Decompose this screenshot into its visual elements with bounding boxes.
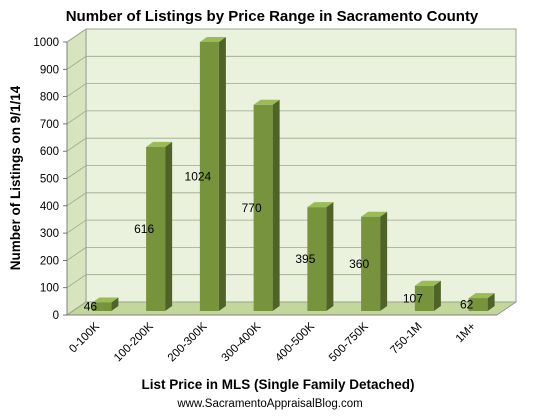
- bar-side: [272, 99, 280, 311]
- x-tick-label: 500-750K: [327, 320, 371, 364]
- gridline: [66, 165, 516, 179]
- bar-front: [468, 298, 488, 311]
- y-tick-label: 400: [40, 201, 59, 213]
- bar-front: [307, 207, 327, 311]
- bar-top: [146, 141, 173, 147]
- bars: 46 616 1024 770 395 360 107 62: [84, 37, 495, 314]
- bar-front: [361, 216, 381, 311]
- data-label: 616: [134, 222, 154, 236]
- x-tick-label: 200-300K: [166, 320, 210, 364]
- plot-background: [65, 28, 518, 316]
- gridline: [66, 137, 516, 152]
- x-axis-title: List Price in MLS (Single Family Detache…: [141, 377, 414, 392]
- bar-side: [433, 280, 441, 311]
- y-tick-label: 0: [53, 310, 59, 322]
- bar-front: [414, 285, 434, 311]
- data-label: 395: [295, 252, 315, 266]
- y-tick-label: 300: [40, 228, 59, 240]
- y-tick-label: 600: [40, 146, 59, 158]
- x-tick-label: 0-100K: [67, 320, 102, 355]
- chart-title: Number of Listings by Price Range in Sac…: [66, 8, 479, 25]
- y-axis-tick-labels: 0 100 200 300 400 500 600 700 800 900 1000: [33, 37, 497, 322]
- x-tick-label: 750-1M: [388, 321, 424, 357]
- gridlines: [66, 28, 516, 316]
- bar-front: [92, 302, 112, 311]
- y-tick-label: 200: [40, 255, 59, 267]
- gridline: [66, 55, 516, 70]
- bar-top: [253, 99, 280, 105]
- x-tick-label: 1M+: [454, 320, 479, 345]
- bar-top: [92, 297, 119, 303]
- bar-0-100K: 46: [84, 297, 119, 314]
- bar-side: [487, 293, 495, 311]
- bar-200-300K: 1024: [185, 37, 226, 311]
- bar-100-200K: 616: [134, 141, 173, 311]
- bar-1M+: 62: [460, 293, 495, 312]
- bar-top: [414, 280, 441, 286]
- bar-top: [468, 293, 495, 299]
- data-label: 1024: [185, 170, 212, 184]
- bar-750-1M: 107: [403, 280, 441, 311]
- data-label: 62: [460, 298, 474, 312]
- x-tick-label: 400-500K: [273, 320, 317, 364]
- data-label: 770: [242, 201, 262, 215]
- gridline: [66, 83, 516, 97]
- bar-top: [199, 37, 226, 42]
- gridline: [66, 28, 516, 43]
- gridline: [66, 110, 516, 125]
- bar-top: [361, 211, 388, 217]
- bar-400-500K: 395: [295, 202, 334, 311]
- y-axis-title: Number of Listings on 9/1/14: [8, 85, 23, 270]
- bar-front: [199, 42, 219, 311]
- y-tick-label: 700: [40, 119, 59, 131]
- data-label: 46: [84, 300, 98, 314]
- bar-side: [380, 211, 388, 311]
- y-tick-label: 1000: [33, 37, 59, 49]
- data-label: 107: [403, 291, 423, 305]
- x-axis-tick-labels: 0-100K 100-200K 200-300K 300-400K 400-500K 50…: [67, 320, 478, 364]
- y-tick-label: 800: [40, 92, 59, 104]
- bar-top: [307, 202, 334, 208]
- footer-url: www.SacramentoAppraisalBlog.com: [176, 398, 362, 410]
- y-tick-label: 500: [40, 174, 59, 186]
- bar-side: [326, 202, 334, 311]
- bar-side: [111, 297, 119, 311]
- y-tick-label: 100: [40, 283, 59, 295]
- bar-side: [165, 141, 173, 311]
- bar-300-400K: 770: [242, 99, 280, 311]
- x-tick-label: 300-400K: [219, 320, 263, 364]
- gridline: [66, 192, 516, 207]
- plot-floor: [65, 301, 518, 316]
- bar-front: [146, 146, 166, 311]
- y-tick-label: 900: [40, 64, 59, 76]
- bar-500-750K: 360: [349, 211, 388, 311]
- data-label: 360: [349, 257, 369, 271]
- bar-side: [218, 37, 226, 311]
- bar-front: [253, 104, 273, 311]
- x-tick-label: 100-200K: [112, 320, 156, 364]
